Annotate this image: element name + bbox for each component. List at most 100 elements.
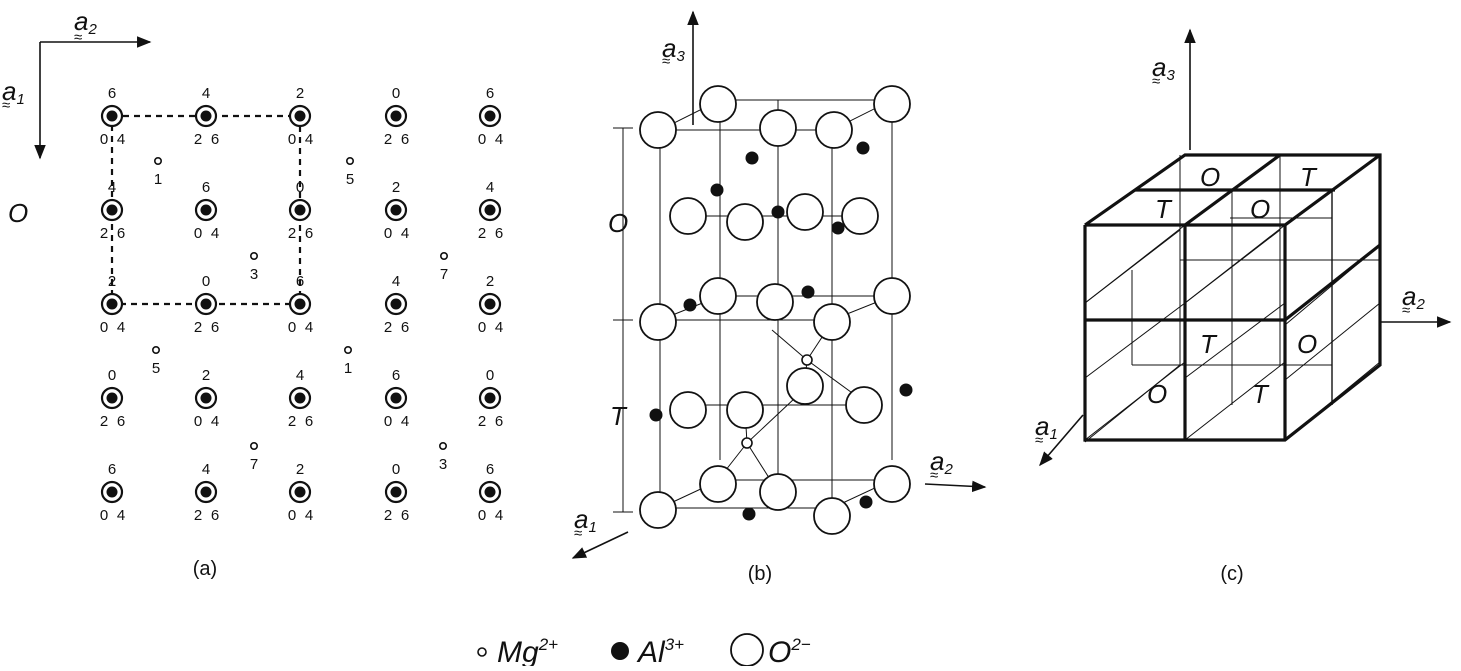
oxygen-atom (756, 283, 794, 321)
oxygen-atom (813, 497, 851, 535)
al-atom (801, 285, 815, 299)
mg-dot (250, 252, 259, 261)
height-label-top: 0 (486, 367, 494, 384)
oxygen-atom (786, 367, 824, 405)
mg-site: 7 (439, 252, 448, 283)
al-dot (294, 298, 306, 310)
legend-al-label: Al3+ (636, 635, 684, 666)
height-label-top: 6 (392, 367, 400, 384)
oxygen-atom (669, 197, 707, 235)
a1-tilde: ≈ (2, 97, 10, 114)
height-label-left: 2 (478, 225, 486, 242)
al-atom (899, 383, 913, 397)
origin-label: O (8, 198, 28, 228)
oxygen-site: 2 0 4 (100, 273, 125, 336)
height-label-left: 2 (194, 507, 202, 524)
mg-height-label: 3 (250, 266, 258, 283)
al-dot (294, 486, 306, 498)
oxygen-atom (845, 386, 883, 424)
height-label-left: 0 (478, 507, 486, 524)
a2-tilde: ≈ (74, 29, 82, 46)
oxygen-atom (815, 111, 853, 149)
al-atom (683, 298, 697, 312)
height-label-top: 6 (296, 273, 304, 290)
oxygen-site: 4 2 6 (288, 367, 313, 430)
height-label-top: 6 (202, 179, 210, 196)
height-label-top: 2 (486, 273, 494, 290)
mg-height-label: 5 (346, 171, 354, 188)
c-a2-axis-label: a2 (1402, 281, 1425, 313)
height-label-right: 4 (117, 507, 125, 524)
mg-site: 3 (250, 252, 259, 283)
height-label-top: 4 (486, 179, 494, 196)
height-label-right: 6 (117, 413, 125, 430)
mg-dot (250, 441, 259, 450)
cube-top-back-right: T (1300, 162, 1318, 192)
mg-site: 7 (250, 441, 259, 473)
height-label-right: 4 (401, 413, 409, 430)
height-label-right: 6 (211, 319, 219, 336)
legend-mg-symbol (477, 647, 487, 657)
oxygen-atom (699, 277, 737, 315)
oxygen-site: 6 0 4 (384, 367, 409, 430)
b-a2-axis-arrow (924, 480, 987, 493)
a1-axis-label: a1 (2, 76, 25, 108)
oxygen-site: 4 2 6 (478, 179, 503, 242)
height-label-right: 6 (117, 225, 125, 242)
mg-dot (152, 345, 161, 354)
height-label-top: 6 (486, 461, 494, 478)
b-a1-tilde: ≈ (574, 525, 582, 542)
height-label-top: 2 (296, 85, 304, 102)
height-label-right: 4 (305, 507, 313, 524)
panel-b-caption: (b) (748, 563, 772, 585)
mg-height-label: 3 (439, 456, 447, 473)
oxygen-site: 4 2 6 (100, 179, 125, 242)
al-dot (294, 110, 306, 122)
height-label-right: 4 (305, 131, 313, 148)
height-label-left: 2 (194, 319, 202, 336)
al-atom (745, 151, 759, 165)
oxygen-site: 0 2 6 (288, 179, 313, 242)
panel-c-caption: (c) (1220, 563, 1243, 585)
al-dot (484, 204, 496, 216)
al-dot (200, 486, 212, 498)
height-label-top: 6 (108, 85, 116, 102)
height-label-right: 4 (117, 319, 125, 336)
height-label-right: 4 (211, 225, 219, 242)
al-dot (484, 486, 496, 498)
oxygen-atom (639, 491, 677, 529)
height-label-right: 4 (211, 413, 219, 430)
al-atom (831, 221, 845, 235)
b-a1-axis-label: a1 (574, 504, 597, 536)
oxygen-site: 2 0 4 (288, 461, 313, 524)
oxygen-atom (759, 473, 797, 511)
mg-site: 1 (344, 345, 352, 377)
height-label-left: 0 (288, 319, 296, 336)
b-a1-axis-arrow (571, 531, 629, 559)
legend-al-symbol (611, 642, 629, 660)
al-dot (484, 110, 496, 122)
c-a1-tilde: ≈ (1035, 432, 1043, 449)
panel-a-caption: (a) (193, 558, 217, 580)
height-label-top: 4 (202, 461, 210, 478)
b-a2-tilde: ≈ (930, 467, 938, 484)
oxygen-site-grid: 60 442 620 402 660 442 660 402 620 442 620 402 660 44… (100, 85, 503, 524)
cube-side-right: O (1297, 329, 1317, 359)
oxygen-site: 4 2 6 (384, 273, 409, 336)
oxygen-atom (669, 391, 707, 429)
octahedral-layer-label: O (608, 208, 628, 238)
height-label-right: 6 (401, 507, 409, 524)
height-label-left: 2 (194, 131, 202, 148)
oxygen-site: 0 2 6 (384, 461, 409, 524)
height-label-top: 0 (296, 179, 304, 196)
height-label-top: 2 (108, 273, 116, 290)
legend-o-symbol (730, 633, 764, 667)
al-dot (200, 298, 212, 310)
height-label-left: 2 (478, 413, 486, 430)
panel-a: a2 ≈ a1 ≈ O 60 442 620 402 660 442 660 402 620 44… (2, 6, 503, 580)
al-atom (649, 408, 663, 422)
height-label-left: 0 (100, 507, 108, 524)
mg-dot (439, 252, 448, 261)
height-label-left: 2 (100, 413, 108, 430)
